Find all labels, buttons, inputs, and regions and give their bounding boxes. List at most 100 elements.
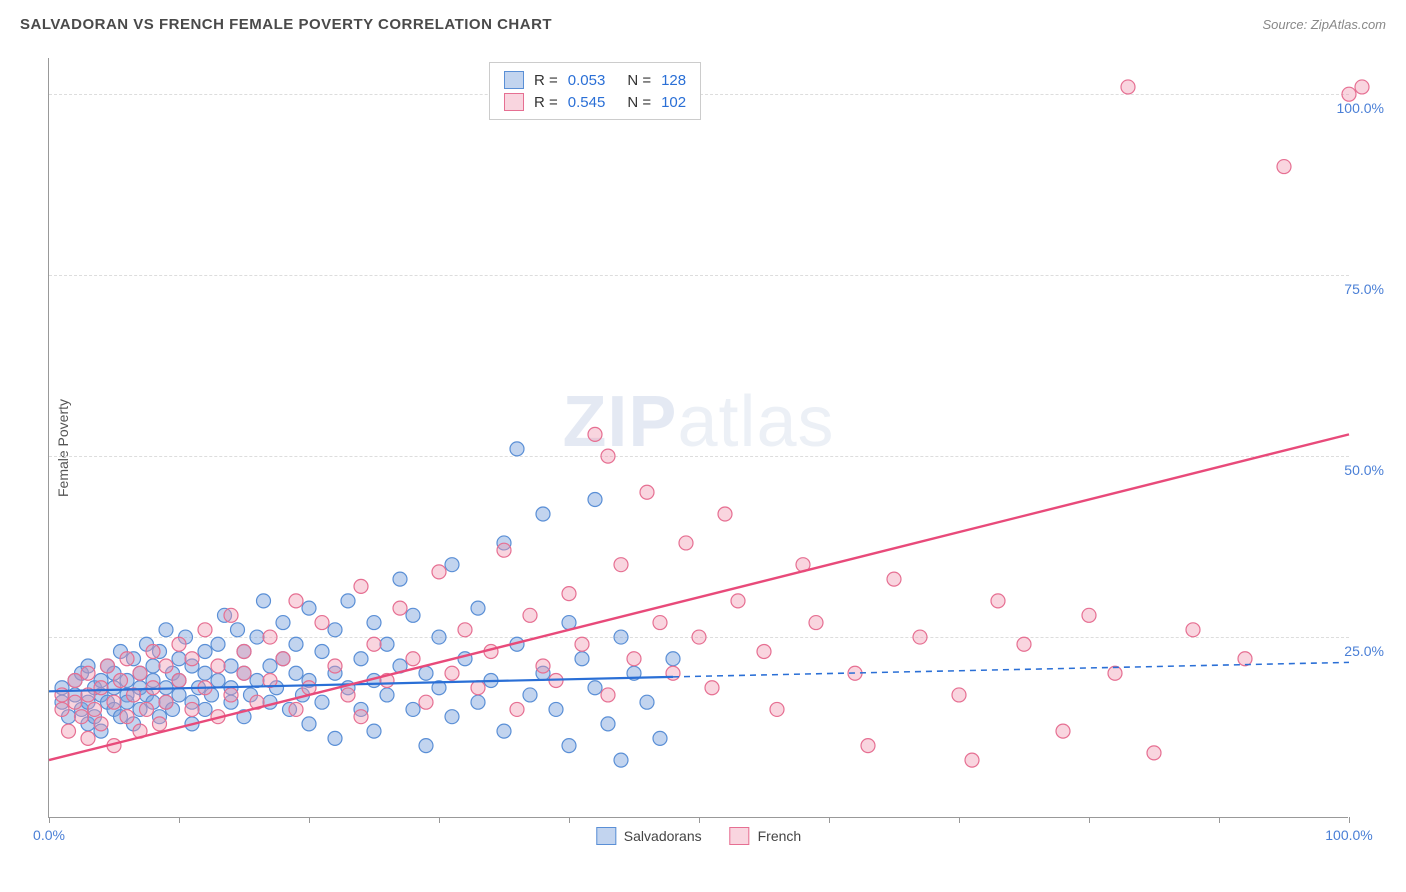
data-point	[153, 717, 167, 731]
data-point	[1186, 623, 1200, 637]
data-point	[107, 695, 121, 709]
data-point	[991, 594, 1005, 608]
data-point	[55, 702, 69, 716]
data-point	[101, 659, 115, 673]
data-point	[406, 608, 420, 622]
data-point	[510, 442, 524, 456]
data-point	[68, 695, 82, 709]
data-point	[510, 702, 524, 716]
data-point	[172, 673, 186, 687]
data-point	[1147, 746, 1161, 760]
data-point	[419, 739, 433, 753]
chart-container: Female Poverty ZIPatlas 25.0%50.0%75.0%1…	[48, 58, 1386, 838]
correlation-legend: R = 0.053 N = 128 R = 0.545 N = 102	[489, 62, 701, 120]
data-point	[81, 731, 95, 745]
data-point	[432, 565, 446, 579]
data-point	[159, 695, 173, 709]
data-point	[159, 623, 173, 637]
data-point	[653, 616, 667, 630]
data-point	[653, 731, 667, 745]
data-point	[419, 666, 433, 680]
data-point	[68, 673, 82, 687]
data-point	[172, 652, 186, 666]
data-point	[159, 659, 173, 673]
data-point	[913, 630, 927, 644]
data-point	[614, 558, 628, 572]
r-label: R =	[534, 94, 558, 111]
data-point	[562, 587, 576, 601]
data-point	[315, 616, 329, 630]
data-point	[114, 673, 128, 687]
trend-line	[49, 434, 1349, 760]
data-point	[94, 681, 108, 695]
data-point	[146, 645, 160, 659]
data-point	[640, 695, 654, 709]
data-point	[328, 659, 342, 673]
data-point	[809, 616, 823, 630]
data-point	[380, 688, 394, 702]
data-point	[289, 594, 303, 608]
source-attribution: Source: ZipAtlas.com	[1262, 17, 1386, 32]
data-point	[315, 645, 329, 659]
data-point	[224, 659, 238, 673]
legend-item-salvadorans: Salvadorans	[596, 827, 702, 845]
data-point	[666, 666, 680, 680]
data-point	[185, 652, 199, 666]
data-point	[120, 710, 134, 724]
data-point	[94, 717, 108, 731]
data-point	[185, 702, 199, 716]
r-value-salvadorans: 0.053	[568, 72, 606, 89]
data-point	[549, 702, 563, 716]
data-point	[211, 659, 225, 673]
data-point	[237, 645, 251, 659]
data-point	[1056, 724, 1070, 738]
data-point	[406, 652, 420, 666]
data-point	[601, 717, 615, 731]
data-point	[354, 652, 368, 666]
data-point	[146, 659, 160, 673]
data-point	[81, 666, 95, 680]
data-point	[562, 739, 576, 753]
data-point	[471, 601, 485, 615]
series-legend: Salvadorans French	[596, 827, 801, 845]
data-point	[198, 623, 212, 637]
data-point	[1277, 160, 1291, 174]
data-point	[679, 536, 693, 550]
data-point	[354, 579, 368, 593]
data-point	[393, 601, 407, 615]
data-point	[289, 666, 303, 680]
ytick-label: 50.0%	[1344, 462, 1384, 478]
n-value-salvadorans: 128	[661, 72, 686, 89]
swatch-french	[730, 827, 750, 845]
legend-label-salvadorans: Salvadorans	[624, 828, 702, 844]
trend-line-extrapolated	[673, 662, 1349, 676]
data-point	[263, 659, 277, 673]
data-point	[588, 681, 602, 695]
data-point	[536, 659, 550, 673]
swatch-salvadorans	[596, 827, 616, 845]
data-point	[133, 666, 147, 680]
data-point	[380, 637, 394, 651]
data-point	[588, 427, 602, 441]
data-point	[263, 630, 277, 644]
data-point	[1082, 608, 1096, 622]
data-point	[614, 753, 628, 767]
data-point	[1108, 666, 1122, 680]
data-point	[965, 753, 979, 767]
correlation-row-salvadorans: R = 0.053 N = 128	[504, 69, 686, 91]
data-point	[211, 673, 225, 687]
data-point	[861, 739, 875, 753]
legend-item-french: French	[730, 827, 802, 845]
data-point	[172, 688, 186, 702]
ytick-label: 25.0%	[1344, 643, 1384, 659]
data-point	[289, 637, 303, 651]
data-point	[445, 710, 459, 724]
data-point	[237, 666, 251, 680]
data-point	[198, 645, 212, 659]
data-point	[536, 507, 550, 521]
swatch-french	[504, 93, 524, 111]
data-point	[88, 702, 102, 716]
data-point	[718, 507, 732, 521]
data-point	[458, 623, 472, 637]
data-point	[666, 652, 680, 666]
